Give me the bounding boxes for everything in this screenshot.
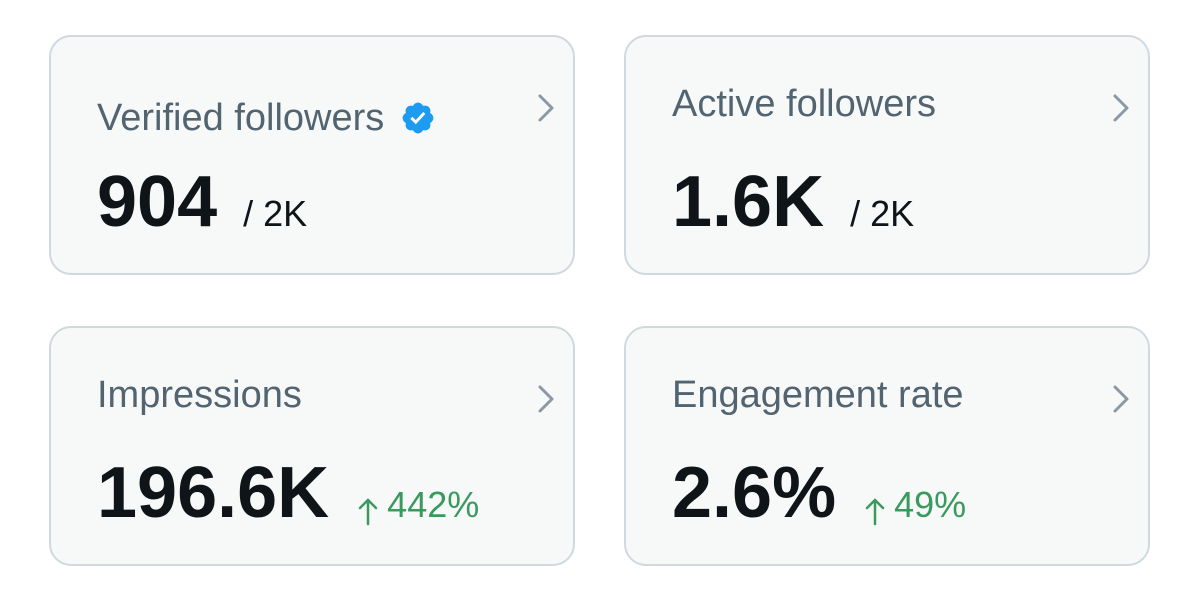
verified-followers-card[interactable]: Verified followers 904 / 2K — [49, 35, 575, 275]
active-followers-card[interactable]: Active followers 1.6K / 2K — [624, 35, 1150, 275]
engagement-rate-card[interactable]: Engagement rate 2.6% 49% — [624, 326, 1150, 566]
chevron-right-icon[interactable] — [535, 384, 557, 414]
card-value: 1.6K — [672, 162, 825, 242]
card-value-row: 196.6K 442% — [97, 450, 479, 536]
card-value: 196.6K — [97, 453, 330, 533]
card-total: / 2K — [850, 193, 915, 234]
card-title: Impressions — [97, 374, 302, 416]
card-title: Verified followers — [97, 97, 385, 139]
card-value: 904 — [97, 162, 218, 242]
chevron-right-icon[interactable] — [535, 93, 557, 123]
card-title: Engagement rate — [672, 374, 964, 416]
card-title-row: Active followers — [672, 81, 936, 127]
card-value-row: 904 / 2K — [97, 159, 307, 245]
card-value: 2.6% — [672, 453, 837, 533]
card-title: Active followers — [672, 83, 936, 125]
change-indicator: 442% — [357, 484, 479, 526]
card-title-row: Verified followers — [97, 95, 436, 141]
arrow-up-icon — [865, 498, 885, 526]
chevron-right-icon[interactable] — [1110, 93, 1132, 123]
change-value: 49% — [894, 484, 967, 525]
change-value: 442% — [387, 484, 480, 525]
card-title-row: Impressions — [97, 372, 302, 418]
card-title-row: Engagement rate — [672, 372, 964, 418]
card-total: / 2K — [243, 193, 308, 234]
chevron-right-icon[interactable] — [1110, 384, 1132, 414]
card-value-row: 1.6K / 2K — [672, 159, 914, 245]
impressions-card[interactable]: Impressions 196.6K 442% — [49, 326, 575, 566]
arrow-up-icon — [358, 498, 378, 526]
verified-badge-icon — [402, 102, 434, 134]
card-value-row: 2.6% 49% — [672, 450, 966, 536]
change-indicator: 49% — [864, 484, 966, 526]
